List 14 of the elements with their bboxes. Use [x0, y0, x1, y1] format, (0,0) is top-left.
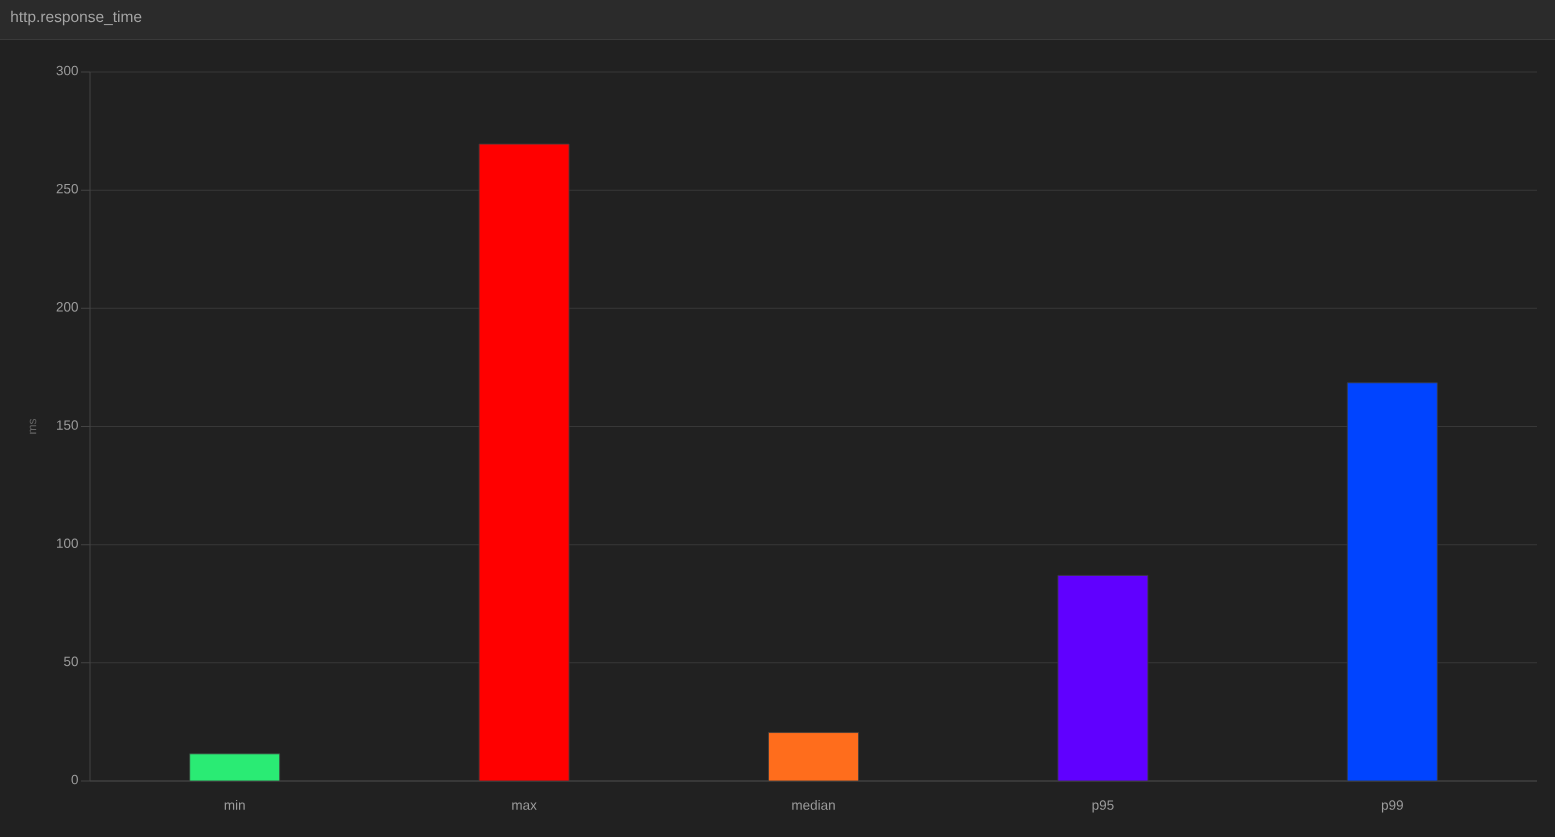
- y-tick-label: 100: [56, 538, 78, 548]
- x-tick-label: min: [224, 799, 245, 810]
- y-tick-label: 300: [56, 65, 78, 76]
- y-axis-title: ms: [29, 418, 37, 434]
- y-tick-label: 250: [56, 183, 78, 194]
- x-tick-label: max: [512, 802, 537, 810]
- chart-title: http.response_time: [11, 10, 142, 26]
- y-tick-label: 150: [56, 420, 78, 430]
- x-tick-label: p99: [1381, 800, 1403, 813]
- y-tick-label: 200: [56, 302, 78, 312]
- x-tick-label: median: [792, 799, 835, 810]
- y-tick-label: 0: [71, 774, 78, 785]
- x-tick-label: p95: [1092, 800, 1114, 813]
- y-tick-label: 50: [64, 656, 78, 667]
